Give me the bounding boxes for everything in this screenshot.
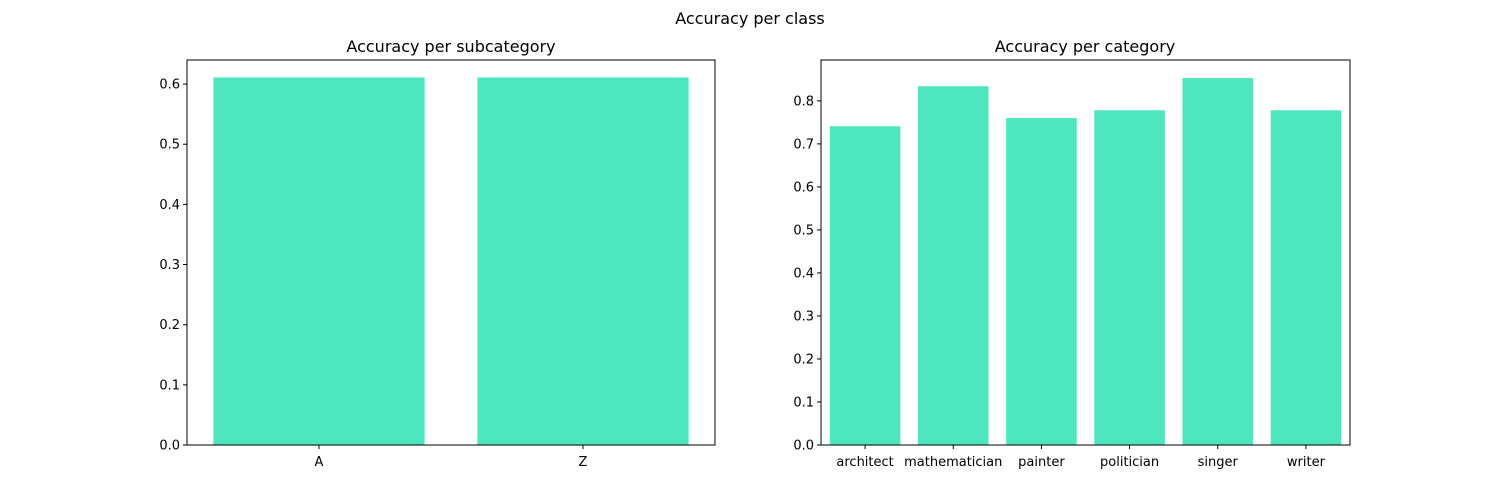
x-tick-label-category-singer: singer: [1198, 455, 1239, 470]
y-tick-label-category: 0.4: [793, 266, 814, 281]
x-tick-label-category-architect: architect: [836, 455, 893, 470]
axes-frame-category: [820, 59, 1351, 446]
figure-suptitle: Accuracy per class: [675, 9, 825, 28]
bar-category-painter: [1006, 118, 1077, 445]
y-tick-label-category: 0.7: [793, 137, 814, 152]
bar-category-singer: [1182, 78, 1254, 445]
y-tick-label-category: 0.3: [793, 309, 814, 324]
y-tick-label-category: 0.0: [793, 439, 814, 454]
y-tick-label-subcategory: 0.5: [159, 138, 180, 153]
chart-title-category: Accuracy per category: [995, 37, 1176, 56]
y-tick-label-subcategory: 0.1: [159, 378, 180, 393]
bar-category-politician: [1094, 110, 1165, 445]
y-tick-label-subcategory: 0.6: [159, 78, 180, 93]
y-tick-label-subcategory: 0.2: [159, 318, 180, 333]
y-tick-label-category: 0.5: [793, 223, 814, 238]
y-tick-label-subcategory: 0.4: [159, 198, 180, 213]
x-tick-label-category-painter: painter: [1018, 455, 1065, 470]
y-tick-label-subcategory: 0.0: [159, 439, 180, 454]
y-tick-label-subcategory: 0.3: [159, 258, 180, 273]
bar-category-architect: [829, 126, 901, 445]
x-tick-label-subcategory-Z: Z: [579, 455, 588, 470]
subcategory-accuracy-chart: Accuracy per subcategory 0.0 0.1 0.2 0.3 0.4…: [159, 37, 716, 470]
y-tick-label-category: 0.1: [793, 395, 814, 410]
bar-subcategory-Z: [477, 77, 689, 445]
bar-subcategory-A: [213, 77, 425, 445]
chart-title-subcategory: Accuracy per subcategory: [346, 37, 555, 56]
x-tick-label-category-politician: politician: [1100, 455, 1159, 470]
x-tick-label-category-writer: writer: [1287, 455, 1326, 470]
x-tick-label-category-mathematician: mathematician: [904, 455, 1002, 470]
bar-category-writer: [1270, 110, 1342, 445]
y-tick-label-category: 0.6: [793, 180, 814, 195]
bar-category-mathematician: [917, 86, 989, 446]
y-tick-label-category: 0.2: [793, 352, 814, 367]
x-tick-label-subcategory-A: A: [315, 455, 324, 470]
category-accuracy-chart: Accuracy per category 0.0 0.1 0.2 0.3 0.4 0.5…: [793, 37, 1351, 470]
y-tick-label-category: 0.8: [793, 94, 814, 109]
axes-frame-subcategory: [186, 59, 716, 446]
